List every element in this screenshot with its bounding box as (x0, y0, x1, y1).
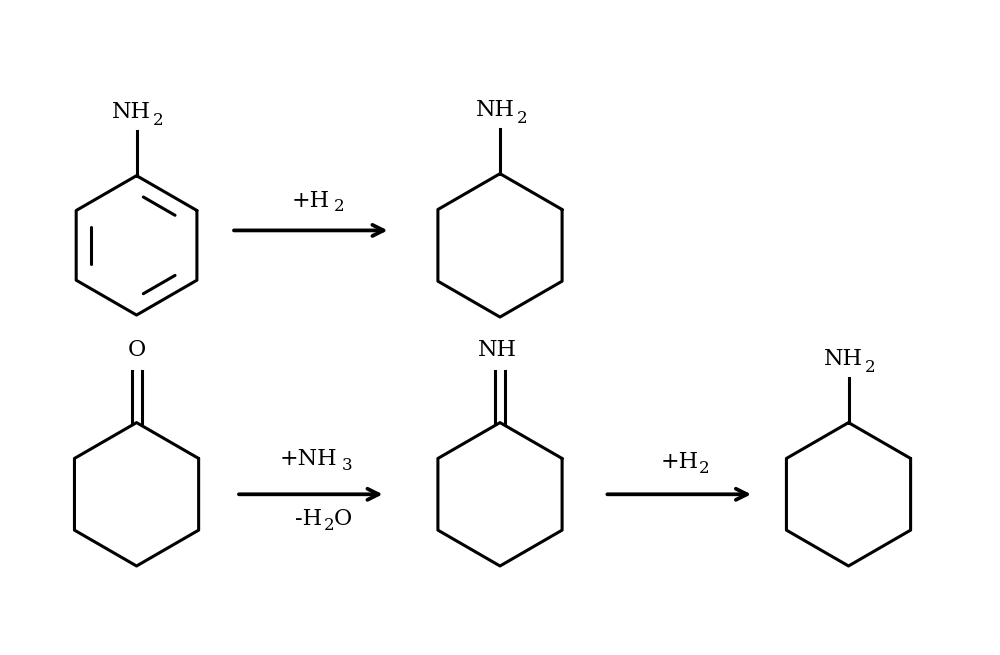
Text: NH: NH (112, 101, 151, 123)
Text: 2: 2 (153, 112, 164, 129)
Text: -H: -H (295, 508, 322, 530)
Text: 2: 2 (333, 198, 344, 215)
Text: NH: NH (824, 348, 863, 370)
Text: O: O (334, 508, 352, 530)
Text: NH: NH (478, 339, 517, 361)
Text: +H: +H (660, 451, 698, 474)
Text: NH: NH (476, 99, 515, 121)
Text: +NH: +NH (280, 449, 338, 470)
Text: 2: 2 (517, 110, 527, 127)
Text: +H: +H (292, 189, 330, 212)
Text: O: O (127, 339, 146, 361)
Text: 3: 3 (341, 457, 352, 474)
Text: 2: 2 (699, 460, 709, 477)
Text: 2: 2 (865, 359, 876, 376)
Text: 2: 2 (323, 517, 334, 534)
